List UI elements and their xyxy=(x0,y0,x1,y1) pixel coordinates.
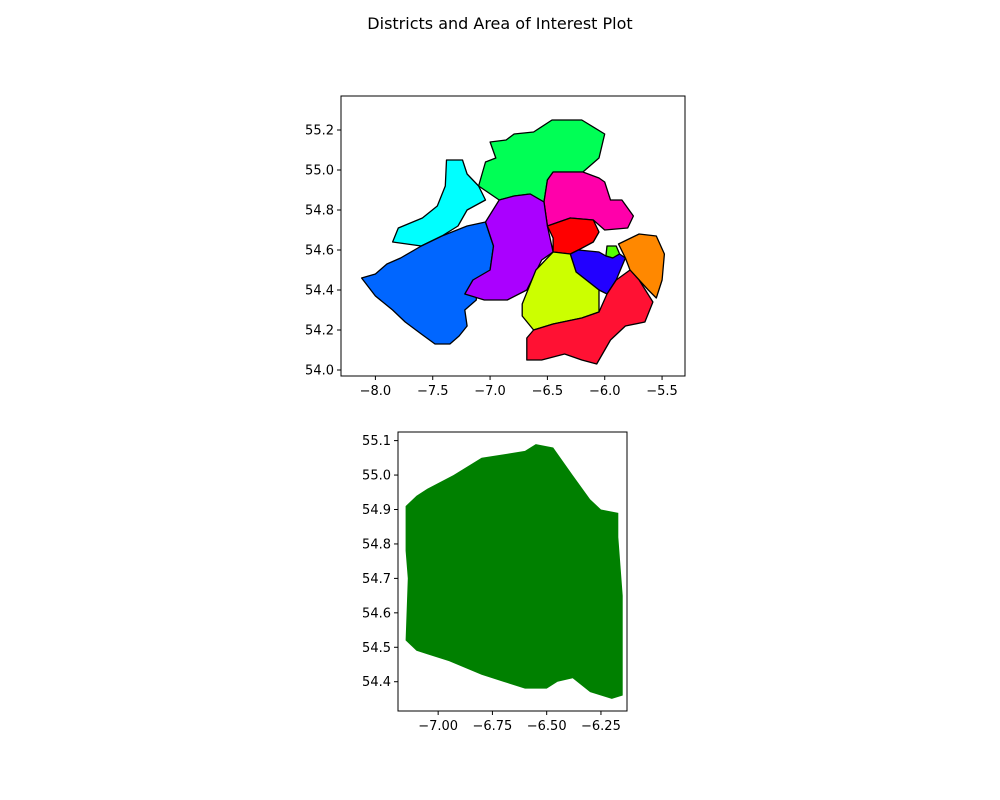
y-tick-label: 55.0 xyxy=(305,164,334,179)
y-tick-label: 54.4 xyxy=(362,675,391,690)
x-tick-label: −7.5 xyxy=(417,384,449,399)
x-tick-label: −6.75 xyxy=(472,719,512,734)
x-tick-label: −5.5 xyxy=(646,384,678,399)
x-tick-label: −7.00 xyxy=(418,719,458,734)
area-of-interest-y-axis: 54.4 54.5 54.6 54.7 54.8 54.9 55.0 55.1 xyxy=(362,434,398,690)
y-tick-label: 54.0 xyxy=(305,364,334,379)
area-of-interest-panel: −7.00 −6.75 −6.50 −6.25 54.454.554.654.754.… xyxy=(362,431,628,734)
area-of-interest-axes-frame xyxy=(397,431,628,712)
y-tick-label: 54.7 xyxy=(362,572,391,587)
y-tick-label: 54.8 xyxy=(305,204,334,219)
x-tick-label: −8.0 xyxy=(360,384,392,399)
district-region-6 xyxy=(546,217,600,255)
x-tick-label: −6.5 xyxy=(532,384,564,399)
district-region-9 xyxy=(617,233,666,299)
districts-axes-frame xyxy=(340,95,686,377)
y-tick-label: 54.5 xyxy=(362,641,391,656)
figure-title: Districts and Area of Interest Plot xyxy=(367,14,632,33)
y-tick-label: 54.9 xyxy=(362,503,391,518)
y-tick-label: 54.2 xyxy=(305,324,334,339)
x-tick-label: −6.25 xyxy=(581,719,621,734)
y-tick-label: 55.1 xyxy=(362,434,391,449)
y-tick-label: 54.6 xyxy=(362,606,391,621)
area-of-interest-shape xyxy=(405,444,623,699)
area-of-interest-polygon xyxy=(405,444,623,699)
y-tick-label: 54.8 xyxy=(362,537,391,552)
district-region-5 xyxy=(464,193,554,301)
districts-x-axis: −8.0 −7.5 −7.0 −6.5 −6.0 −5.5 xyxy=(360,376,678,399)
district-region-11 xyxy=(526,269,654,365)
x-tick-label: −6.50 xyxy=(527,719,567,734)
x-tick-label: −7.0 xyxy=(474,384,506,399)
y-tick-label: 54.6 xyxy=(305,244,334,259)
y-tick-label: 55.2 xyxy=(305,124,334,139)
district-regions xyxy=(360,119,666,365)
x-tick-label: −6.0 xyxy=(589,384,621,399)
area-of-interest-x-axis: −7.00 −6.75 −6.50 −6.25 xyxy=(418,711,621,734)
y-tick-label: 54.4 xyxy=(305,284,334,299)
y-tick-label: 55.0 xyxy=(362,469,391,484)
districts-map-panel: −8.0 −7.5 −7.0 −6.5 −6.0 −5.5 54.054.254.454.… xyxy=(305,95,686,399)
districts-y-axis: 54.0 54.2 54.4 54.6 54.8 55.0 55.2 xyxy=(305,124,341,379)
